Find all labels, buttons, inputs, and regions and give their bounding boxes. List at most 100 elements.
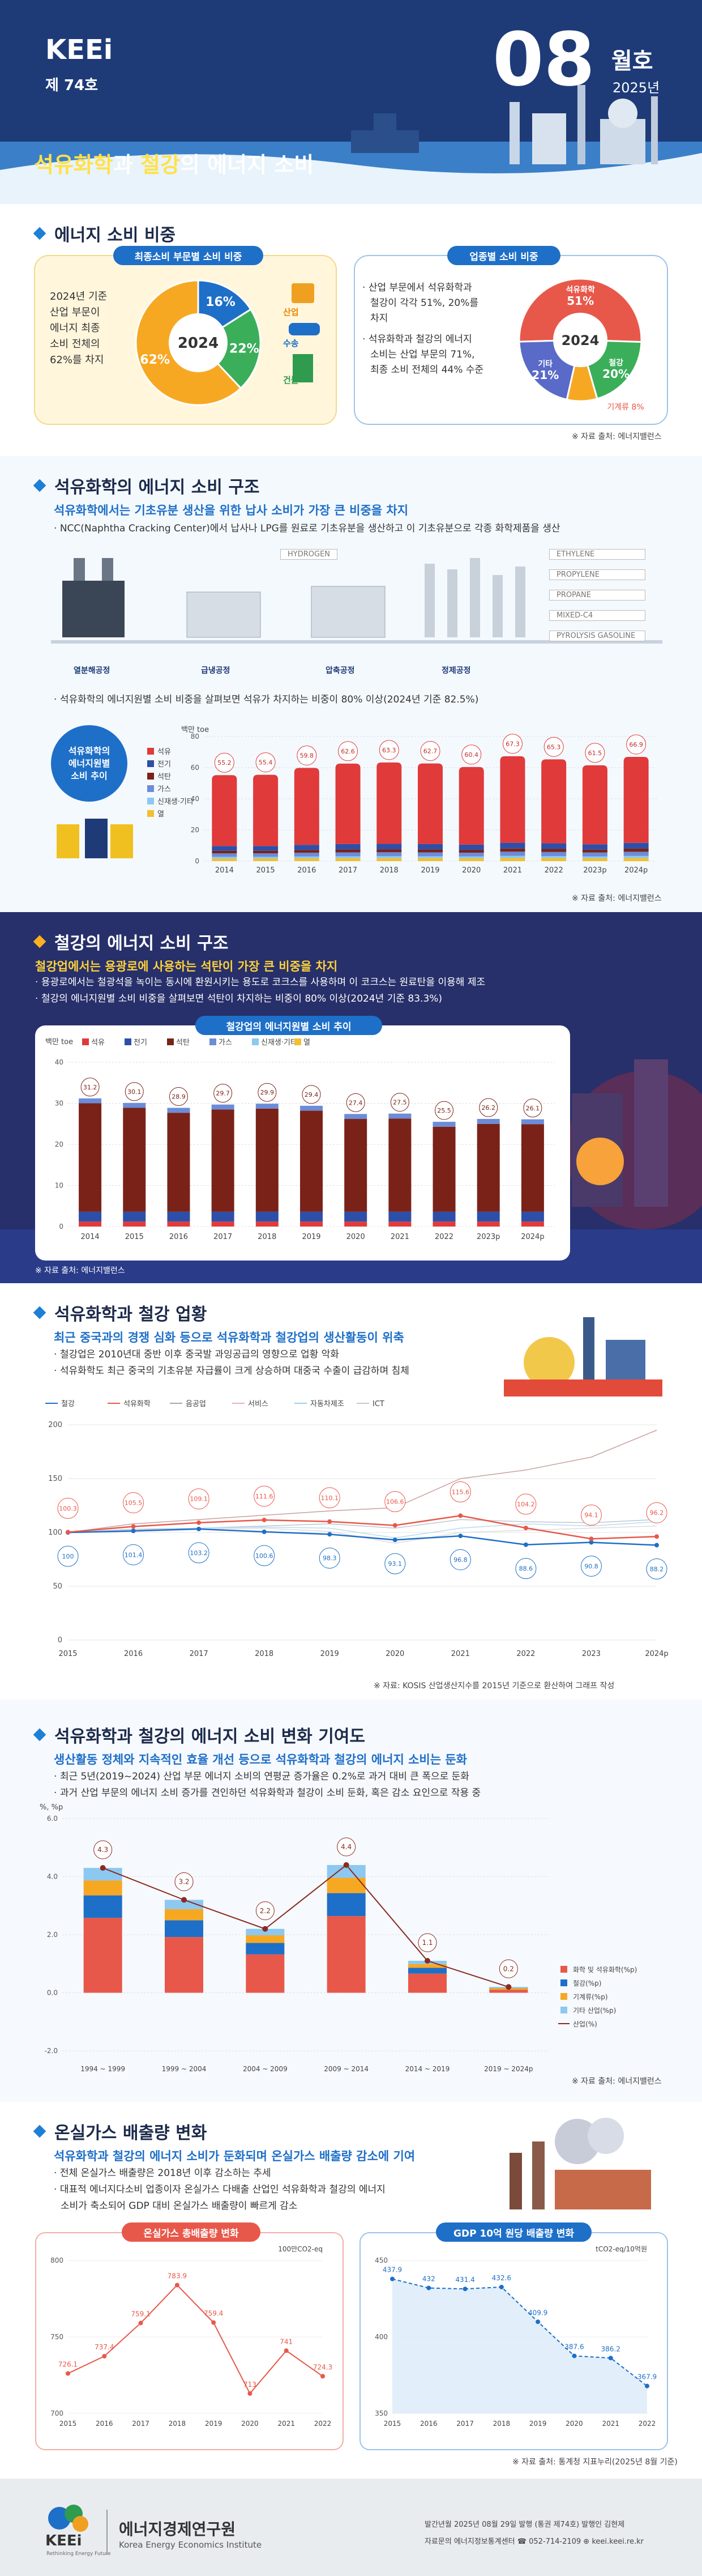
industry-point <box>100 1865 106 1871</box>
y-tick: 40 <box>55 1058 63 1066</box>
bar-gas <box>123 1102 146 1108</box>
bar-label-bubble <box>379 740 399 760</box>
bar-seg <box>167 1221 190 1227</box>
x-tick: 2019 <box>320 1650 339 1658</box>
data-point <box>327 1519 332 1524</box>
bar-seg <box>211 1221 234 1227</box>
data-point <box>327 1532 332 1537</box>
bar-seg <box>541 856 567 858</box>
point-label: 111.6 <box>255 1493 273 1500</box>
legend-label: 기타 산업(%p) <box>573 2007 616 2015</box>
month-word: 월호 <box>611 48 653 74</box>
section6-subtitle: 석유화학과 철강의 에너지 소비가 둔화되며 온실가스 배출량 감소에 기여 <box>54 2149 416 2163</box>
point-label: 105.5 <box>125 1500 143 1507</box>
x-tick: 2016 <box>124 1650 143 1658</box>
bar-seg <box>255 1221 279 1227</box>
x-tick: 2019 <box>302 1233 320 1241</box>
bar-label-bubble <box>420 741 440 761</box>
point-bubble <box>254 1545 275 1566</box>
ghg-total-pill: 온실가스 총배출량 변화 <box>122 2222 260 2242</box>
data-point <box>320 2374 325 2379</box>
point-bubble <box>319 1547 340 1569</box>
contribution-seg <box>246 1928 285 1936</box>
section1-title: 에너지 소비 비중 <box>33 221 176 246</box>
x-tick: 2014 ~ 2019 <box>405 2065 450 2073</box>
x-tick: 2019 ~ 2024p <box>484 2065 533 2073</box>
building-icon <box>293 354 313 382</box>
year: 2025년 <box>613 80 660 96</box>
bar-gas <box>300 1105 323 1111</box>
contribution-seg <box>408 1973 447 1993</box>
footer-org-en: Korea Energy Economics Institute <box>119 2540 262 2550</box>
bar-oil <box>623 757 649 843</box>
bar-value-label: 67.3 <box>506 740 520 748</box>
bar-coal <box>123 1108 146 1212</box>
section3-source: ※ 자료 출처: 에너지밸런스 <box>35 1266 125 1275</box>
y-tick: 0 <box>195 857 199 865</box>
x-tick: 2017 <box>213 1233 232 1241</box>
legend-swatch <box>82 1038 89 1045</box>
y-tick: 20 <box>191 826 199 834</box>
background-series-1 <box>67 1429 657 1533</box>
point-label: 437.9 <box>383 2266 402 2274</box>
section5-source: ※ 자료 출처: 에너지밸런스 <box>572 2077 662 2086</box>
bar-value-label: 30.1 <box>127 1088 142 1096</box>
data-point <box>138 2320 143 2326</box>
ghg-per-gdp-chart: tCO2-eq/10억원 350 400 450 437.9 432 431.4 432.6 4… <box>375 2245 657 2428</box>
y-tick: 800 <box>50 2256 63 2264</box>
section-contribution: 석유화학과 철강의 에너지 소비 변화 기여도 생산활동 정체와 지속적인 효율… <box>0 1700 702 2102</box>
x-tick: 2016 <box>96 2420 113 2428</box>
data-point <box>66 1530 70 1535</box>
x-tick: 2018 <box>258 1233 276 1241</box>
bar-oil <box>459 767 484 845</box>
x-tick: 2020 <box>346 1233 365 1241</box>
point-bubble <box>254 1485 275 1507</box>
x-tick: 2022 <box>639 2420 656 2428</box>
x-tick: 2016 <box>420 2420 438 2428</box>
petchem-badge: 석유화학의 에너지원별 소비 추이 <box>51 725 127 802</box>
x-tick: 2021 <box>602 2420 619 2428</box>
contribution-seg <box>165 1920 203 1938</box>
diamond-icon <box>33 1306 46 1319</box>
data-point <box>174 2283 179 2288</box>
x-tick: 2004 ~ 2009 <box>243 2065 288 2073</box>
bar-seg <box>376 849 402 853</box>
bar-label-bubble <box>479 1098 498 1117</box>
x-tick: 2021 <box>451 1650 470 1658</box>
car-icon <box>289 323 320 335</box>
point-label: 115.6 <box>452 1488 470 1496</box>
bar-seg <box>433 1221 456 1227</box>
ghg-total-chart: 100만CO2-eq 700 750 800 726.1 737.4 759.1 783.9 7… <box>50 2245 332 2428</box>
point-label: 431.4 <box>455 2276 474 2284</box>
section2-subtitle: 석유화학에서는 기초유분 생산을 위한 납사 소비가 가장 큰 비중을 차지 <box>54 504 409 517</box>
bar-seg <box>335 844 361 850</box>
x-tick: 2023 <box>582 1650 601 1658</box>
legend-label: 가스 <box>219 1038 232 1047</box>
series-line <box>67 2284 323 2395</box>
y-tick: 40 <box>191 795 199 803</box>
point-label: 759.1 <box>131 2310 150 2318</box>
y-tick: 4.0 <box>47 1873 58 1881</box>
bar-seg <box>300 1211 323 1222</box>
y-tick: 20 <box>55 1140 63 1148</box>
bar-oil <box>582 765 607 845</box>
production-index-chart: 철강 석유화학 음공업 서비스 자동차제조 ICT 0 50 100 150 200 100 101.4… <box>45 1400 669 1658</box>
bar-seg <box>477 1211 500 1222</box>
bar-value-label: 26.2 <box>481 1104 495 1112</box>
bar-oil <box>335 763 361 844</box>
pie1-center: 2024 <box>178 335 219 352</box>
bar-seg <box>212 858 237 861</box>
point-label: 110.1 <box>320 1494 339 1502</box>
footer-brand: KEEi <box>45 2532 82 2549</box>
contribution-seg <box>246 1954 285 1993</box>
bar-value-label: 66.9 <box>629 741 643 748</box>
compressor-icon <box>311 586 386 638</box>
bar-oil <box>418 763 443 844</box>
x-tick: 2015 <box>59 2420 77 2428</box>
furnace-icon <box>62 581 125 637</box>
bar-seg <box>582 849 607 853</box>
bar-seg <box>212 846 237 851</box>
bar-seg <box>623 842 649 849</box>
final-consumption-pie: 16% 22% 62% 2024 <box>135 279 262 406</box>
